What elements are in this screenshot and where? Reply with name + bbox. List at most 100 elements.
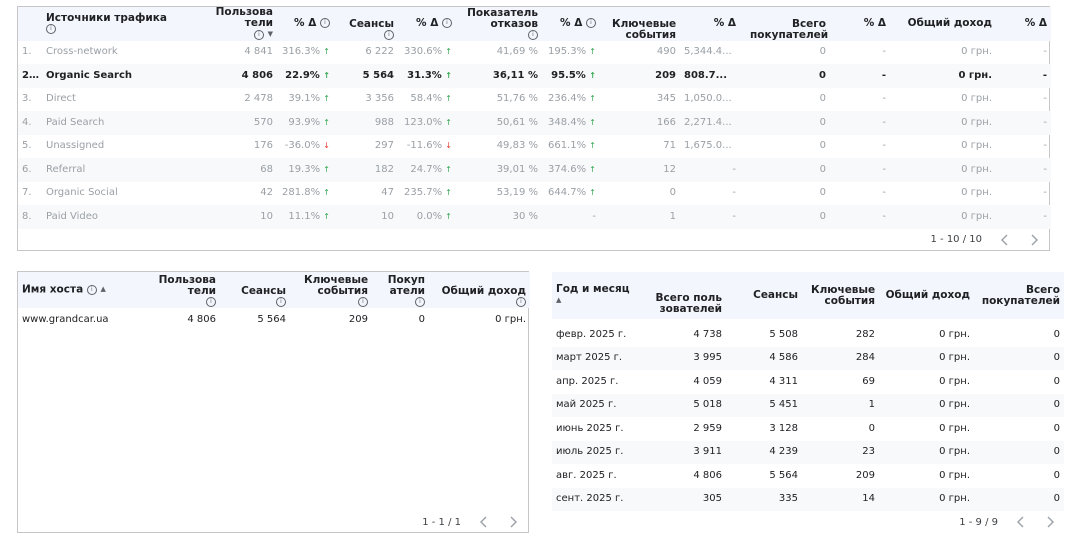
table-row[interactable]: 6. Referral 68 19.3% ↑ 182 24.7% ↑ 39,01 % 374.… — [18, 158, 1051, 182]
key-events-col-header[interactable]: Ключевые события — [600, 7, 680, 41]
source-name[interactable]: Paid Search — [46, 116, 105, 128]
month-col-header[interactable]: Год и месяц ▲ — [552, 272, 644, 319]
table-row[interactable]: июнь 2025 г. 2 959 3 128 0 0 грн. 0 — [552, 417, 1064, 441]
table-row[interactable]: сент. 2025 г. 305 335 14 0 грн. 0 — [552, 487, 1064, 511]
buyers-value: 0 — [819, 116, 826, 128]
source-name[interactable]: Unassigned — [46, 140, 105, 152]
table-row[interactable]: 1. Cross-network 4 841 316.3% ↑ 6 222 330.6% … — [18, 41, 1051, 65]
host-buyers-col-header[interactable]: Покупатели i — [372, 272, 429, 308]
source-name[interactable]: Organic Search — [46, 69, 133, 81]
chevron-right-icon[interactable] — [506, 515, 520, 529]
chevron-left-icon[interactable] — [477, 515, 491, 529]
month-name[interactable]: сент. 2025 г. — [556, 493, 624, 505]
users-col-header[interactable]: Пользователи i ▼ — [177, 7, 277, 41]
hosts-table: Имя хоста i ▲ Пользователи i Сеансы i Кл… — [18, 272, 530, 332]
month-name[interactable]: апр. 2025 г. — [556, 375, 619, 387]
info-icon[interactable]: i — [528, 29, 538, 40]
users-delta-cell: 39.1% ↑ — [277, 88, 334, 112]
table-row[interactable]: февр. 2025 г. 4 738 5 508 282 0 грн. 0 — [552, 323, 1064, 347]
info-icon[interactable]: i — [86, 284, 97, 295]
month-buyers-value: 0 — [1053, 493, 1060, 505]
month-name[interactable]: июль 2025 г. — [556, 446, 624, 458]
info-icon[interactable]: i — [276, 297, 286, 307]
sort-asc-icon[interactable]: ▲ — [556, 296, 562, 305]
buyers-delta-col-header[interactable]: % Δ — [830, 7, 890, 41]
info-icon[interactable]: i — [46, 23, 56, 34]
arrow-up-icon: ↑ — [323, 188, 330, 198]
info-icon[interactable]: i — [358, 297, 368, 307]
table-row[interactable]: 7. Organic Social 42 281.8% ↑ 47 235.7% ↑ 53,1… — [18, 182, 1051, 206]
table-row[interactable]: март 2025 г. 3 995 4 586 284 0 грн. 0 — [552, 346, 1064, 370]
table-row[interactable]: 8. Paid Video 10 11.1% ↑ 10 0.0% ↑ 30 % - 1 - 0 - 0 … — [18, 205, 1051, 229]
revenue-value: 0 грн. — [961, 140, 992, 152]
info-icon[interactable]: i — [415, 297, 425, 307]
table-row[interactable]: май 2025 г. 5 018 5 451 1 0 грн. 0 — [552, 393, 1064, 417]
bounce-delta-col-header[interactable]: % Δ i — [542, 7, 600, 41]
month-users-col-header[interactable]: Всего пользователей — [644, 272, 726, 319]
host-users-col-header[interactable]: Пользователи i — [148, 272, 220, 308]
month-key-events-value: 0 — [868, 422, 875, 434]
sessions-delta-col-header[interactable]: % Δ i — [398, 7, 456, 41]
month-name[interactable]: май 2025 г. — [556, 399, 617, 411]
bounce-value: 39,01 % — [496, 163, 538, 175]
info-icon[interactable]: i — [253, 29, 264, 40]
table-row[interactable]: 3. Direct 2 478 39.1% ↑ 3 356 58.4% ↑ 51,76 % 2… — [18, 88, 1051, 112]
users-value: 68 — [260, 163, 273, 175]
buyers-value: 0 — [819, 163, 826, 175]
month-name[interactable]: март 2025 г. — [556, 352, 623, 364]
key-events-delta-value: 808.7... — [684, 69, 728, 81]
host-sessions-col-header[interactable]: Сеансы i — [220, 272, 290, 308]
source-name[interactable]: Paid Video — [46, 210, 99, 222]
month-key-events-value: 1 — [868, 399, 875, 411]
table-row[interactable]: апр. 2025 г. 4 059 4 311 69 0 грн. 0 — [552, 370, 1064, 394]
month-name[interactable]: июнь 2025 г. — [556, 422, 624, 434]
bounce-delta-label: % Δ — [560, 17, 583, 30]
source-col-header[interactable]: Источники трафика i — [42, 7, 177, 41]
sort-desc-icon[interactable]: ▼ — [267, 30, 273, 38]
month-revenue-col-header[interactable]: Общий доход — [879, 272, 974, 319]
bounce-col-header[interactable]: Показатель отказов i — [456, 7, 542, 41]
sessions-header-label: Сеансы — [349, 17, 394, 30]
info-icon[interactable]: i — [384, 29, 394, 40]
bounce-delta-value: 236.4% — [547, 93, 587, 105]
revenue-delta-value: - — [1043, 163, 1047, 175]
table-row[interactable]: 4. Paid Search 570 93.9% ↑ 988 123.0% ↑ 50,61 … — [18, 111, 1051, 135]
chevron-right-icon[interactable] — [1027, 233, 1041, 247]
table-row[interactable]: 2... Organic Search 4 806 22.9% ↑ 5 564 31.3%… — [18, 64, 1051, 88]
host-revenue-col-header[interactable]: Общий доход i — [429, 272, 530, 308]
month-name[interactable]: авг. 2025 г. — [556, 469, 617, 481]
table-row[interactable]: июль 2025 г. 3 911 4 239 23 0 грн. 0 — [552, 440, 1064, 464]
buyers-col-header[interactable]: Всего покупателей — [740, 7, 830, 41]
users-delta-col-header[interactable]: % Δ i — [277, 7, 334, 41]
month-name[interactable]: февр. 2025 г. — [556, 328, 627, 340]
source-name[interactable]: Cross-network — [46, 46, 118, 58]
sort-asc-icon[interactable]: ▲ — [100, 285, 106, 294]
source-name[interactable]: Direct — [46, 93, 76, 105]
host-col-header[interactable]: Имя хоста i ▲ — [18, 272, 148, 308]
revenue-delta-col-header[interactable]: % Δ — [996, 7, 1051, 41]
source-name[interactable]: Referral — [46, 163, 86, 175]
table-row[interactable]: авг. 2025 г. 4 806 5 564 209 0 грн. 0 — [552, 464, 1064, 488]
info-icon[interactable]: i — [320, 18, 330, 29]
revenue-col-header[interactable]: Общий доход — [890, 7, 996, 41]
key-events-delta-col-header[interactable]: % Δ — [680, 7, 740, 41]
host-key-events-col-header[interactable]: Ключевые события i — [290, 272, 372, 308]
table-row[interactable]: 5. Unassigned 176 -36.0% ↓ 297 -11.6% ↓ 49,83 … — [18, 135, 1051, 159]
chevron-left-icon[interactable] — [1014, 515, 1028, 529]
revenue-value: 0 грн. — [961, 210, 992, 222]
month-key-events-col-header[interactable]: Ключевые события — [802, 272, 879, 319]
info-icon[interactable]: i — [206, 297, 216, 307]
table-row[interactable]: www.grandcar.ua 4 806 5 564 209 0 0 грн. — [18, 308, 530, 332]
arrow-up-icon: ↑ — [445, 188, 452, 198]
info-icon[interactable]: i — [442, 18, 452, 29]
month-buyers-value: 0 — [1053, 422, 1060, 434]
info-icon[interactable]: i — [516, 297, 526, 307]
month-sessions-col-header[interactable]: Сеансы — [726, 272, 802, 319]
info-icon[interactable]: i — [586, 18, 596, 29]
chevron-left-icon[interactable] — [998, 233, 1012, 247]
source-name[interactable]: Organic Social — [46, 187, 118, 199]
chevron-right-icon[interactable] — [1043, 515, 1057, 529]
sessions-col-header[interactable]: Сеансы i — [334, 7, 398, 41]
month-buyers-col-header[interactable]: Всего покупателей — [974, 272, 1064, 319]
host-name[interactable]: www.grandcar.ua — [22, 314, 109, 325]
